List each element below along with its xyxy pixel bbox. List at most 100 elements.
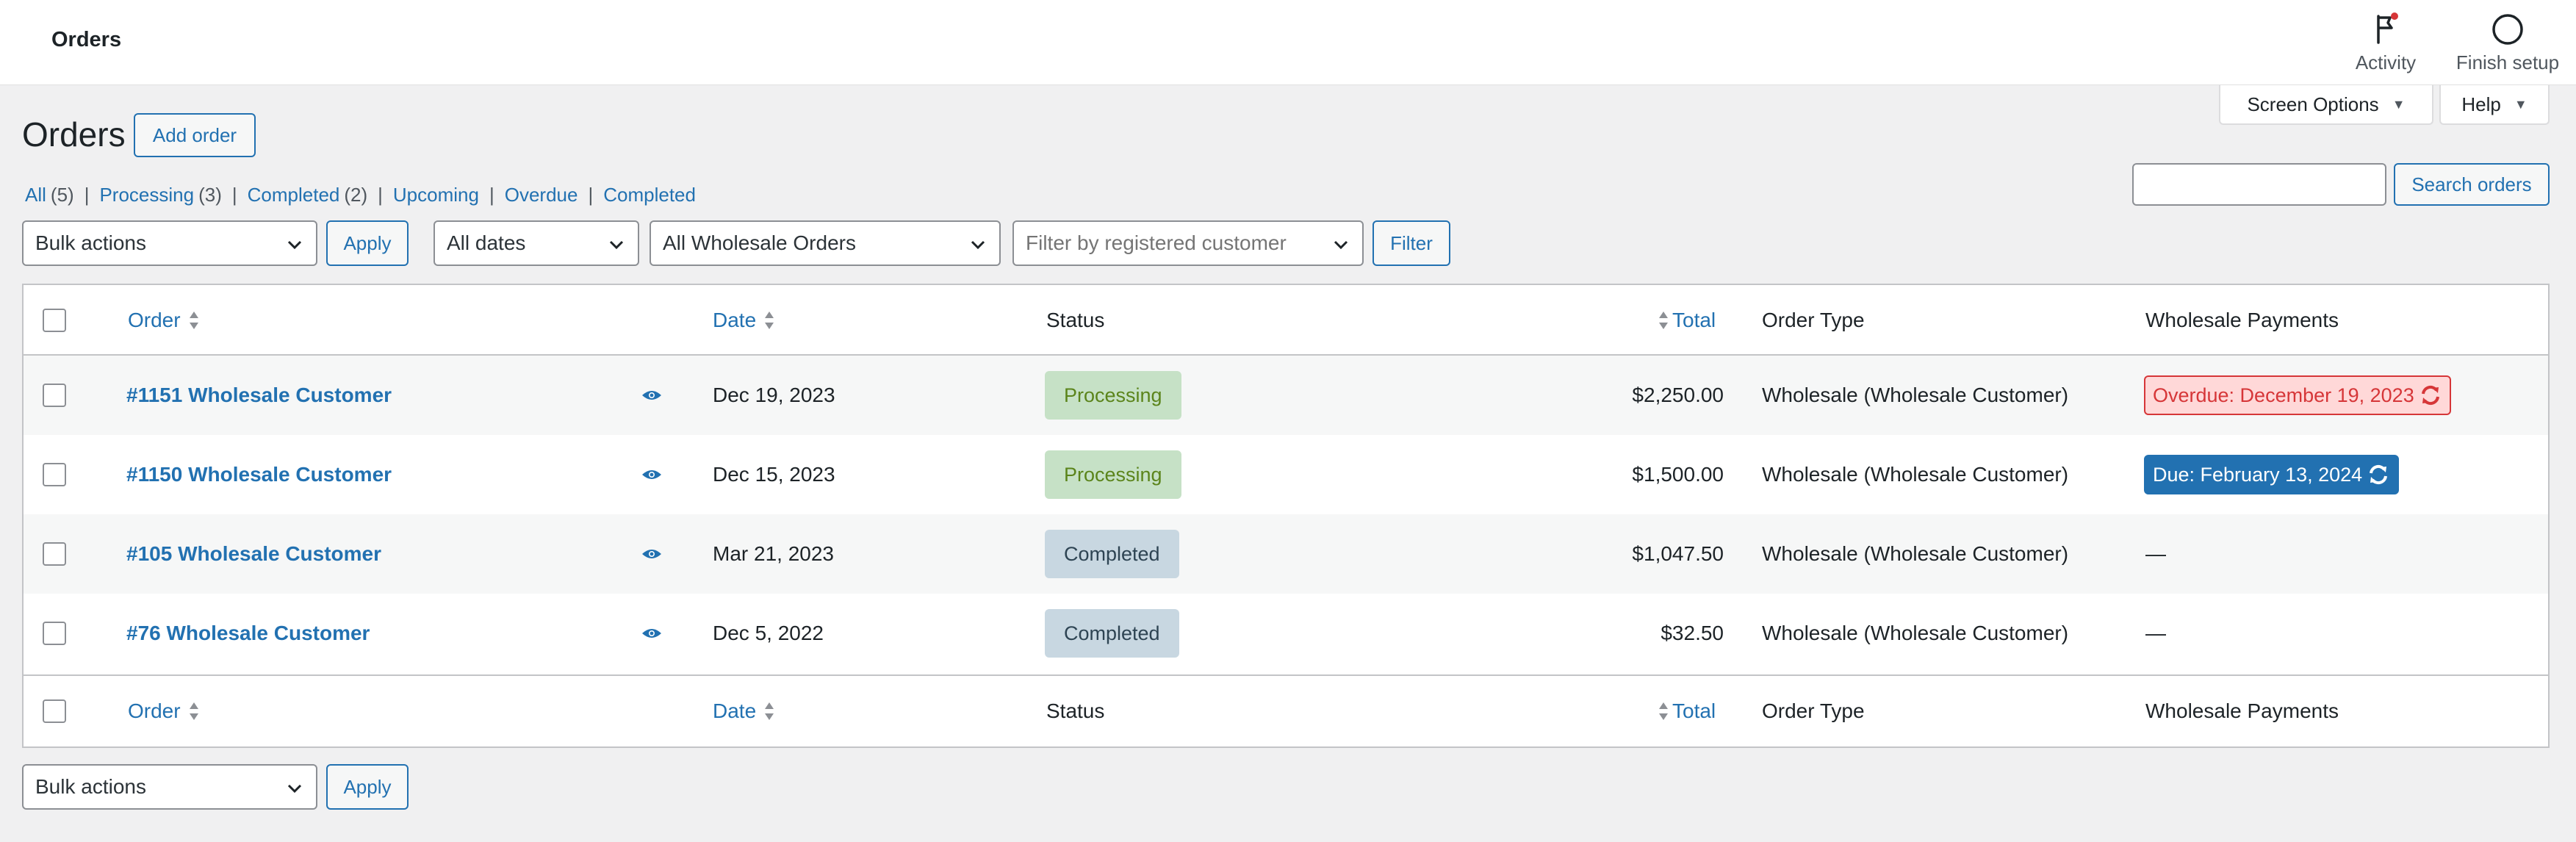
help-tab[interactable]: Help ▼: [2439, 85, 2550, 125]
chevron-down-icon: [971, 240, 985, 250]
column-order-type: Order Type: [1762, 309, 1865, 331]
view-completed-payments[interactable]: Completed: [603, 184, 696, 206]
eye-icon: [642, 550, 661, 558]
filter-button[interactable]: Filter: [1372, 220, 1450, 266]
flag-icon: [2377, 12, 2398, 44]
sort-icon: [1659, 312, 1668, 329]
row-checkbox[interactable]: [43, 622, 66, 645]
table-row[interactable]: #76 Wholesale Customer Dec 5, 2022 Compl…: [24, 594, 2548, 673]
view-separator: |: [489, 184, 494, 206]
order-type: Wholesale (Wholesale Customer): [1762, 622, 2069, 644]
column-order-label: Order: [128, 699, 181, 722]
sort-icon: [765, 702, 774, 720]
customer-filter-placeholder: Filter by registered customer: [1026, 231, 1287, 254]
column-order[interactable]: Order: [128, 676, 200, 746]
order-status-views: All (5) | Processing (3) | Completed (2) | …: [25, 184, 696, 206]
apply-button[interactable]: Apply: [326, 220, 409, 266]
table-row[interactable]: #1151 Wholesale Customer Dec 19, 2023 Pr…: [24, 356, 2548, 435]
table-footer: Order Date Status Total Order Type Whole…: [24, 674, 2548, 745]
finish-setup-label: Finish setup: [2456, 51, 2560, 73]
view-separator: |: [378, 184, 383, 206]
preview-button[interactable]: [641, 356, 663, 435]
view-all[interactable]: All (5): [25, 184, 74, 206]
apply-button-bottom[interactable]: Apply: [326, 764, 409, 810]
order-link[interactable]: #1151 Wholesale Customer: [126, 384, 392, 406]
bulk-actions-select[interactable]: Bulk actions: [22, 220, 317, 266]
order-link[interactable]: #105 Wholesale Customer: [126, 542, 382, 565]
dates-value: All dates: [447, 231, 526, 254]
search-input[interactable]: [2132, 163, 2386, 206]
row-checkbox[interactable]: [43, 542, 66, 566]
order-date: Dec 15, 2023: [713, 463, 835, 486]
column-date[interactable]: Date: [713, 676, 775, 746]
order-date: Dec 5, 2022: [713, 622, 824, 644]
order-link[interactable]: #1150 Wholesale Customer: [126, 463, 392, 486]
column-status: Status: [1046, 699, 1105, 722]
sync-icon: [2421, 385, 2439, 406]
preview-button[interactable]: [641, 514, 663, 594]
help-label: Help: [2461, 93, 2501, 115]
column-date-label: Date: [713, 699, 757, 722]
order-type: Wholesale (Wholesale Customer): [1762, 542, 2069, 565]
screen-options-tab[interactable]: Screen Options ▼: [2219, 85, 2433, 125]
column-total-label: Total: [1672, 309, 1716, 331]
top-bar: Orders Activity Finish setup: [0, 0, 2576, 85]
search-orders-button[interactable]: Search orders: [2394, 163, 2550, 206]
preview-button[interactable]: [641, 594, 663, 673]
view-overdue[interactable]: Overdue: [504, 184, 578, 206]
column-date[interactable]: Date: [713, 285, 775, 356]
column-status: Status: [1046, 309, 1105, 331]
column-wholesale-payments: Wholesale Payments: [2145, 309, 2339, 331]
view-processing[interactable]: Processing (3): [99, 184, 222, 206]
row-checkbox[interactable]: [43, 463, 66, 486]
sort-icon: [189, 702, 198, 720]
payment-due-badge[interactable]: Due: February 13, 2024: [2144, 455, 2400, 494]
bulk-actions-select-bottom[interactable]: Bulk actions: [22, 764, 317, 810]
payment-empty: —: [2145, 622, 2166, 644]
column-order-type: Order Type: [1762, 699, 1865, 722]
column-order-label: Order: [128, 309, 181, 331]
order-date: Dec 19, 2023: [713, 384, 835, 406]
screen-options-label: Screen Options: [2247, 93, 2379, 115]
payment-due-text: Due: February 13, 2024: [2153, 463, 2363, 486]
order-total: $1,500.00: [1632, 463, 1724, 486]
order-total: $32.50: [1661, 622, 1724, 644]
row-checkbox[interactable]: [43, 384, 66, 407]
select-all-checkbox[interactable]: [43, 699, 66, 723]
preview-button[interactable]: [641, 435, 663, 514]
column-order[interactable]: Order: [128, 285, 200, 356]
payment-overdue-text: Overdue: December 19, 2023: [2153, 384, 2414, 406]
sort-icon: [1659, 702, 1668, 720]
chevron-down-icon: [287, 784, 302, 794]
column-total[interactable]: Total: [1658, 676, 1716, 746]
column-total-label: Total: [1672, 699, 1716, 722]
customer-filter-select[interactable]: Filter by registered customer: [1012, 220, 1364, 266]
page-title: Orders: [22, 115, 126, 154]
order-type: Wholesale (Wholesale Customer): [1762, 384, 2069, 406]
status-badge: Completed: [1045, 530, 1179, 578]
chevron-down-icon: [1334, 240, 1348, 250]
column-date-label: Date: [713, 309, 757, 331]
column-total[interactable]: Total: [1658, 285, 1716, 356]
add-order-button[interactable]: Add order: [134, 113, 256, 157]
sort-icon: [189, 312, 198, 329]
finish-setup-button[interactable]: Finish setup: [2445, 10, 2570, 74]
view-separator: |: [231, 184, 237, 206]
table-row[interactable]: #105 Wholesale Customer Mar 21, 2023 Com…: [24, 514, 2548, 594]
table-row[interactable]: #1150 Wholesale Customer Dec 15, 2023 Pr…: [24, 435, 2548, 514]
dates-select[interactable]: All dates: [433, 220, 639, 266]
wholesale-orders-select[interactable]: All Wholesale Orders: [650, 220, 1001, 266]
view-completed[interactable]: Completed (2): [247, 184, 368, 206]
caret-down-icon: ▼: [2514, 96, 2528, 112]
select-all-checkbox[interactable]: [43, 309, 66, 332]
status-badge: Processing: [1045, 450, 1181, 499]
view-upcoming[interactable]: Upcoming: [392, 184, 479, 206]
payment-overdue-badge[interactable]: Overdue: December 19, 2023: [2144, 375, 2451, 415]
eye-icon: [642, 391, 661, 400]
activity-button[interactable]: Activity: [2323, 10, 2448, 74]
order-link[interactable]: #76 Wholesale Customer: [126, 622, 370, 644]
activity-label: Activity: [2355, 51, 2417, 73]
orders-table: Order Date Status Total Order Type Whole…: [22, 284, 2550, 748]
chevron-down-icon: [609, 240, 624, 250]
table-header: Order Date Status Total Order Type Whole…: [24, 285, 2548, 356]
